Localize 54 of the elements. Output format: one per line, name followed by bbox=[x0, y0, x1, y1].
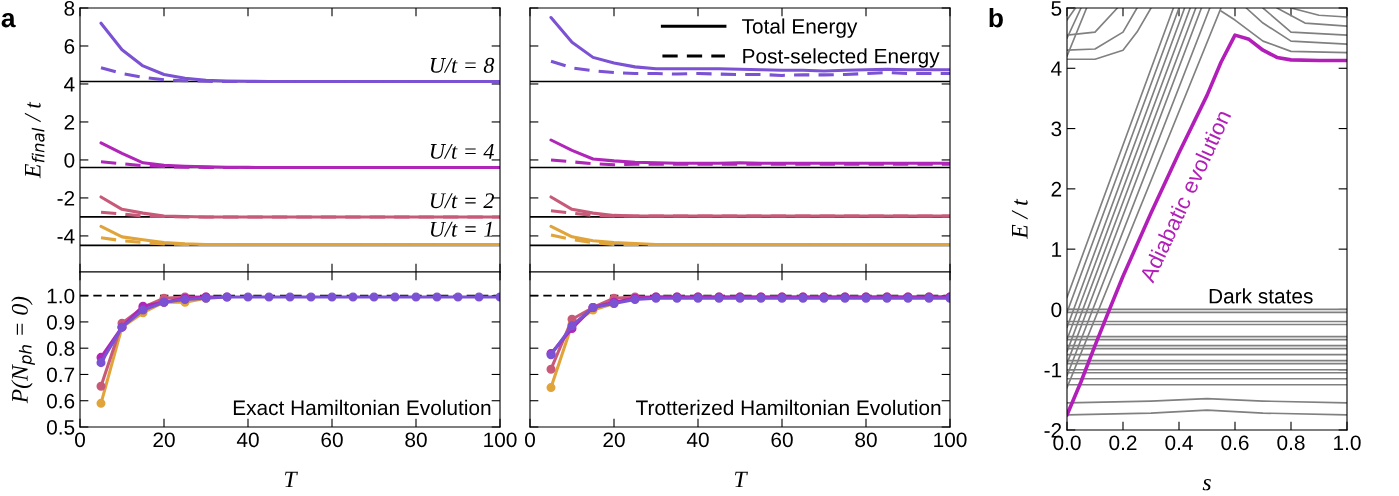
y-axis-title: E / t bbox=[1011, 198, 1028, 239]
y-tick-label: 4 bbox=[64, 77, 75, 92]
y-tick-label: -4 bbox=[57, 229, 75, 244]
annotation: Trotterized Hamiltonian Evolution bbox=[636, 399, 941, 416]
y-tick-label: 0.9 bbox=[46, 314, 75, 330]
x-tick-label: 0 bbox=[75, 432, 85, 448]
y-tick-label: 8 bbox=[64, 1, 75, 16]
y-tick-label: 0 bbox=[64, 152, 75, 168]
x-tick-label: 0 bbox=[525, 432, 535, 448]
series-label: Post-selected Energy bbox=[743, 48, 940, 68]
x-axis-title: T bbox=[284, 471, 298, 488]
x-tick-label: 1.0 bbox=[1334, 435, 1361, 451]
annotation: U/t = 1 bbox=[430, 221, 493, 237]
x-tick-label: 40 bbox=[236, 432, 259, 448]
x-axis-title: T bbox=[734, 471, 748, 488]
x-tick-label: 80 bbox=[855, 432, 877, 448]
y-tick-label: -2 bbox=[57, 190, 75, 206]
y-axis-title: P(N$_{ph}$ = 0) bbox=[11, 296, 35, 404]
x-tick-label: 60 bbox=[321, 432, 343, 448]
series-label: Total Energy bbox=[742, 18, 858, 38]
x-tick-label: 0.2 bbox=[1109, 435, 1137, 451]
y-tick-label: 1.0 bbox=[47, 288, 75, 304]
x-tick-label: 100 bbox=[484, 432, 517, 448]
x-tick-label: 80 bbox=[405, 432, 427, 448]
y-tick-label: -1 bbox=[1044, 362, 1062, 378]
y-tick-label: 0 bbox=[1051, 302, 1062, 318]
x-axis-title: s bbox=[1202, 478, 1211, 491]
y-tick-label: 2 bbox=[64, 114, 75, 130]
annotation: Exact Hamiltonian Evolution bbox=[233, 399, 491, 416]
annotation: Dark states bbox=[1209, 288, 1313, 304]
chart-title: b bbox=[989, 8, 1003, 28]
annotation: U/t = 8 bbox=[430, 57, 495, 73]
x-tick-label: 20 bbox=[153, 432, 175, 448]
annotation: U/t = 2 bbox=[430, 193, 494, 209]
y-tick-label: 0.6 bbox=[46, 393, 75, 409]
y-tick-label: 0.5 bbox=[46, 420, 75, 435]
chart-title: a bbox=[1, 12, 16, 28]
y-tick-label: 2 bbox=[1051, 181, 1062, 197]
y-tick-label: 3 bbox=[1051, 121, 1062, 137]
x-tick-label: 0.4 bbox=[1165, 435, 1193, 451]
x-tick-label: 100 bbox=[934, 432, 967, 448]
y-tick-label: 1 bbox=[1052, 242, 1062, 257]
y-tick-label: 5 bbox=[1051, 1, 1062, 16]
annotation: U/t = 4 bbox=[430, 143, 494, 159]
y-axis-title: E$_{final}$ / t bbox=[24, 101, 45, 179]
x-tick-label: 0.6 bbox=[1221, 435, 1249, 451]
x-tick-label: 40 bbox=[686, 432, 709, 448]
x-tick-label: 0.8 bbox=[1277, 435, 1305, 451]
x-tick-label: 20 bbox=[603, 432, 625, 448]
y-tick-label: 6 bbox=[64, 38, 75, 54]
y-tick-label: 0.8 bbox=[46, 341, 75, 356]
y-tick-label: 0.7 bbox=[46, 367, 75, 383]
x-tick-label: 60 bbox=[771, 432, 793, 448]
y-tick-label: 4 bbox=[1051, 61, 1062, 76]
